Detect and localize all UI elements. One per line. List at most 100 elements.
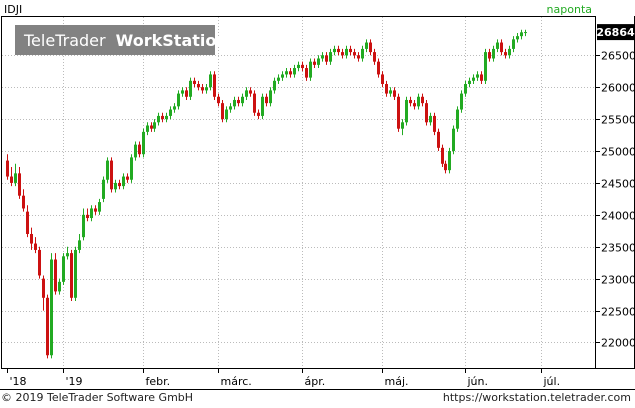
copyright-text: © 2019 TeleTrader Software GmbH [1, 391, 194, 404]
candle [229, 103, 232, 113]
candle-body [122, 176, 125, 187]
candle [524, 29, 527, 37]
candle-body [94, 208, 97, 212]
candle-body [126, 176, 129, 180]
candle [18, 166, 21, 199]
candle-body [405, 99, 408, 123]
candle-body [409, 99, 412, 104]
candle-body [201, 87, 204, 91]
candle-body [433, 115, 436, 132]
candle-body [484, 52, 487, 81]
candle [297, 61, 300, 72]
y-axis: 22000 22500 23000 23500 24000 24500 25000 25500… [596, 50, 635, 350]
candle [14, 163, 17, 187]
candle [269, 87, 272, 107]
candle-body [82, 214, 85, 238]
candle [516, 32, 519, 43]
candle [353, 48, 356, 59]
candle [389, 87, 392, 97]
candle [417, 93, 420, 110]
candle-body [197, 84, 200, 88]
y-tick-label: 25500 [601, 114, 635, 127]
y-tick-label: 26500 [601, 50, 635, 63]
candle [425, 99, 428, 126]
candle-body [337, 48, 340, 53]
candle [106, 157, 109, 183]
candle-body [381, 74, 384, 85]
candle [293, 64, 296, 78]
candle [78, 233, 81, 254]
candle-body [98, 202, 101, 212]
candle [173, 103, 176, 113]
candle [452, 125, 455, 155]
watermark-brand: TeleTrader [23, 31, 106, 50]
candle-body [353, 52, 356, 56]
candle-body [269, 90, 272, 104]
symbol-label[interactable]: IDJI [4, 3, 22, 16]
candle [38, 246, 41, 279]
candle [150, 122, 153, 132]
candle [193, 77, 196, 88]
candle-body [377, 61, 380, 75]
candle-body [289, 71, 292, 75]
candle-body [26, 211, 29, 234]
candle-body [504, 52, 507, 56]
period-label[interactable]: naponta [547, 3, 592, 16]
candle [22, 189, 25, 212]
candle [476, 71, 479, 81]
candle [134, 141, 137, 161]
candle [157, 112, 160, 126]
candle [413, 99, 416, 110]
website-link[interactable]: https://workstation.teletrader.com [442, 391, 631, 404]
candle-body [452, 128, 455, 152]
candle-body [169, 109, 172, 116]
candle-body [413, 103, 416, 107]
candle [169, 106, 172, 120]
candle-body [10, 176, 13, 183]
candle [185, 87, 188, 100]
candle-body [78, 240, 81, 250]
candle [86, 208, 89, 222]
candle-body [70, 253, 73, 298]
candle [130, 154, 133, 183]
candle [337, 45, 340, 56]
candle-body [237, 99, 240, 104]
candle [285, 68, 288, 78]
candle-body [460, 93, 463, 110]
candle [301, 61, 304, 72]
candle [70, 249, 73, 301]
candle [46, 294, 49, 359]
candle-body [22, 195, 25, 209]
candle [82, 208, 85, 241]
candle-body [54, 259, 57, 292]
candle-body [221, 103, 224, 120]
candle [257, 109, 260, 120]
candle [329, 48, 332, 65]
candle-body [50, 259, 53, 356]
candle [433, 112, 436, 136]
candle [114, 179, 117, 193]
candle-body [361, 48, 364, 59]
candle [74, 246, 77, 301]
x-tick-label: júl. [543, 375, 561, 388]
candle [321, 52, 324, 62]
candlestick-series [6, 29, 527, 359]
candle [209, 71, 212, 91]
candle [281, 71, 284, 81]
candle [142, 128, 145, 158]
last-value-marker: 26864 [596, 24, 635, 41]
candle [464, 80, 467, 97]
x-axis: '18 '19 febr. márc. ápr. máj. jún. júl. [7, 369, 561, 388]
y-tick-label: 23000 [601, 274, 635, 287]
candle-body [225, 109, 228, 120]
candle-body [66, 253, 69, 257]
candle-body [365, 42, 368, 49]
y-tick-label: 24500 [601, 178, 635, 191]
candle-body [273, 80, 276, 91]
candle [62, 253, 65, 286]
candle-body [102, 179, 105, 199]
candle-body [496, 42, 499, 49]
candle-body [520, 32, 523, 37]
candle-body [30, 233, 33, 244]
